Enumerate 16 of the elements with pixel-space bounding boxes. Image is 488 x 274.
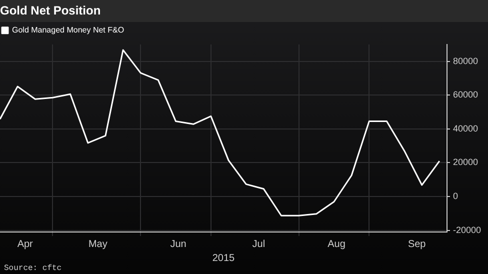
y-tick-label: 40000	[452, 123, 478, 134]
x-tick-label: May	[88, 238, 108, 250]
x-axis-title: 2015	[212, 252, 236, 264]
x-tick-label: Sep	[408, 238, 426, 250]
x-tick-label: Jun	[170, 238, 186, 250]
x-tick-label: Aug	[328, 238, 346, 250]
chart-title: Gold Net Position	[0, 4, 101, 18]
x-tick-label: Jul	[252, 238, 266, 250]
y-tick-label: 60000	[452, 90, 478, 100]
x-tick-label: Apr	[17, 238, 34, 250]
y-tick-label: -20000	[452, 224, 482, 235]
source-note: Source: cftc	[4, 264, 62, 274]
legend-label: Gold Managed Money Net F&O	[12, 26, 124, 35]
y-tick-label: 0	[452, 190, 458, 201]
y-tick-label: 20000	[452, 157, 478, 168]
y-tick-label: 80000	[452, 56, 478, 66]
